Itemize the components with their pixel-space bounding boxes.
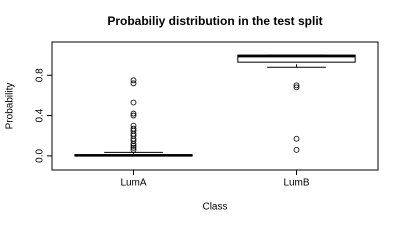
outlier	[130, 99, 137, 106]
chart-title: Probabiliy distribution in the test spli…	[107, 14, 322, 28]
outlier	[293, 82, 300, 89]
outlier	[293, 84, 300, 91]
x-axis-label: Class	[202, 202, 227, 213]
y-axis-label: Probability	[5, 83, 16, 130]
y-tick-label: 0.8	[35, 68, 46, 82]
outlier	[293, 135, 300, 142]
outlier	[130, 80, 137, 87]
outlier	[130, 144, 137, 151]
outlier	[130, 112, 137, 119]
outlier	[130, 77, 137, 84]
plot-frame	[51, 41, 379, 171]
y-tick-label: 0.0	[35, 149, 46, 163]
x-tick-label: LumB	[283, 178, 309, 189]
outlier	[293, 146, 300, 153]
outlier	[130, 140, 137, 147]
outlier	[130, 142, 137, 149]
chart: Probabiliy distribution in the test spli…	[5, 14, 379, 213]
outlier	[130, 146, 137, 153]
y-tick-label: 0.4	[35, 108, 46, 122]
outlier	[130, 110, 137, 117]
x-tick-label: LumA	[120, 178, 146, 189]
